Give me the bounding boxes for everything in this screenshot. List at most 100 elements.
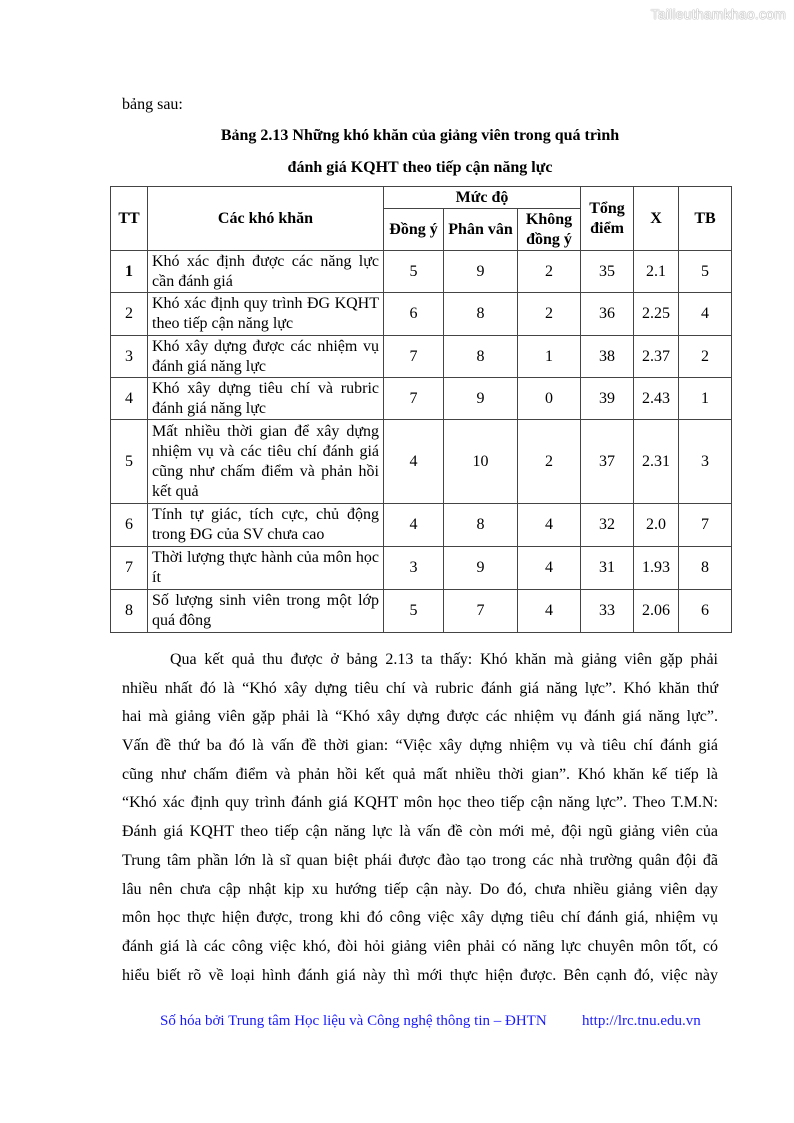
table-caption-line-1: Bảng 2.13 Những khó khăn của giảng viên …	[220, 127, 620, 144]
cell-tt: 2	[110, 292, 148, 336]
table-row: 4 Khó xây dựng tiêu chí và rubric đánh gi…	[110, 377, 733, 420]
header-total: Tổng điểm	[580, 186, 635, 251]
cell-agree: 5	[383, 589, 444, 633]
cell-total: 39	[580, 377, 635, 420]
cell-tt: 6	[110, 503, 148, 547]
cell-tb: 4	[678, 292, 733, 336]
cell-x: 2.25	[633, 292, 680, 336]
table-row: 1 Khó xác định được các năng lực cần đánh…	[110, 250, 733, 293]
paragraph-line: môn học thực hiện được, trong khi đó côn…	[122, 909, 718, 927]
header-agree: Đồng ý	[383, 208, 444, 251]
cell-agree: 7	[383, 377, 444, 420]
difficulties-table: TT Các khó khăn Mức độ Tổng điểm X TB Đồ…	[110, 186, 733, 633]
cell-x: 2.1	[633, 250, 680, 293]
cell-neutral: 8	[443, 503, 518, 547]
cell-total: 32	[580, 503, 635, 547]
cell-tb: 2	[678, 335, 733, 378]
cell-disagree: 0	[516, 377, 582, 420]
table-caption-line-2: đánh giá KQHT theo tiếp cận năng lực	[287, 159, 553, 176]
cell-difficulty: Khó xác định được các năng lực cần đánh …	[147, 250, 384, 293]
cell-agree: 4	[383, 503, 444, 547]
cell-x: 2.43	[633, 377, 680, 420]
cell-agree: 5	[383, 250, 444, 293]
paragraph-line: Trung tâm phần lớn là sĩ quan biệt phái …	[122, 851, 718, 869]
cell-difficulty: Khó xây dựng được các nhiệm vụ đánh giá …	[147, 335, 384, 378]
cell-tb: 8	[678, 546, 733, 590]
cell-tt: 3	[110, 335, 148, 378]
cell-difficulty: Khó xác định quy trình ĐG KQHT theo tiếp…	[147, 292, 384, 336]
cell-x: 2.0	[633, 503, 680, 547]
cell-x: 2.37	[633, 335, 680, 378]
cell-tb: 5	[678, 250, 733, 293]
header-neutral: Phân vân	[443, 208, 518, 251]
cell-neutral: 10	[443, 419, 518, 504]
cell-difficulty: Mất nhiều thời gian để xây dựng nhiệm vụ…	[147, 419, 384, 504]
body-paragraph: Qua kết quả thu được ở bảng 2.13 ta thấy…	[122, 646, 718, 990]
cell-tt: 5	[110, 419, 148, 504]
cell-difficulty: Tính tự giác, tích cực, chủ động trong Đ…	[147, 503, 384, 547]
table-row: 6 Tính tự giác, tích cực, chủ động trong …	[110, 503, 733, 547]
cell-difficulty: Khó xây dựng tiêu chí và rubric đánh giá…	[147, 377, 384, 420]
cell-tb: 6	[678, 589, 733, 633]
paragraph-line: “Khó xác định quy trình đánh giá KQHT mô…	[122, 794, 718, 812]
header-level: Mức độ	[382, 186, 582, 209]
cell-neutral: 8	[443, 335, 518, 378]
cell-tt: 8	[110, 589, 148, 633]
cell-disagree: 4	[516, 546, 582, 590]
cell-tt: 1	[110, 250, 148, 293]
paragraph-line: hai mà giảng viên gặp phải là “Khó xây d…	[122, 708, 718, 726]
cell-difficulty: Thời lượng thực hành của môn học ít	[147, 546, 384, 590]
cell-neutral: 9	[443, 250, 518, 293]
cell-tb: 7	[678, 503, 733, 547]
footer-link[interactable]: http://lrc.tnu.edu.vn	[582, 1013, 701, 1029]
cell-tt: 7	[110, 546, 148, 590]
cell-total: 38	[580, 335, 635, 378]
table-row: 8 Số lượng sinh viên trong một lớp quá đô…	[110, 589, 733, 633]
paragraph-line: hiểu biết rõ về loại hình đánh giá này t…	[122, 966, 718, 984]
cell-difficulty: Số lượng sinh viên trong một lớp quá đôn…	[147, 589, 384, 633]
paragraph-line: lâu nên chưa cập nhật kịp xu hướng tiếp …	[122, 880, 718, 898]
header-difficulty: Các khó khăn	[147, 186, 384, 251]
cell-neutral: 9	[443, 377, 518, 420]
header-tt: TT	[110, 186, 148, 251]
cell-x: 2.06	[633, 589, 680, 633]
cell-total: 31	[580, 546, 635, 590]
paragraph-line: cũng như chấm điểm và phản hồi kết quả m…	[122, 765, 718, 783]
table-row: 5 Mất nhiều thời gian để xây dựng nhiệm v…	[110, 419, 733, 504]
footer-text: Số hóa bởi Trung tâm Học liệu và Công ng…	[160, 1013, 547, 1029]
cell-disagree: 2	[516, 250, 582, 293]
cell-disagree: 1	[516, 335, 582, 378]
paragraph-line: đánh giá là các công việc khó, đòi hỏi g…	[122, 937, 718, 955]
cell-disagree: 2	[516, 292, 582, 336]
header-x: X	[633, 186, 680, 251]
cell-neutral: 9	[443, 546, 518, 590]
table-row: 2 Khó xác định quy trình ĐG KQHT theo tiế…	[110, 292, 733, 336]
cell-agree: 7	[383, 335, 444, 378]
paragraph-line: Qua kết quả thu được ở bảng 2.13 ta thấy…	[170, 651, 718, 668]
paragraph-line: nhiều nhất đó là “Khó xây dựng tiêu chí …	[122, 679, 718, 697]
table-row: 7 Thời lượng thực hành của môn học ít 3 9 4 3…	[110, 546, 733, 590]
cell-tb: 1	[678, 377, 733, 420]
cell-tb: 3	[678, 419, 733, 504]
cell-neutral: 7	[443, 589, 518, 633]
paragraph-line: Vấn đề thứ ba đó là vấn đề thời gian: “V…	[122, 737, 718, 755]
intro-text: bảng sau:	[122, 96, 183, 113]
cell-x: 1.93	[633, 546, 680, 590]
cell-agree: 4	[383, 419, 444, 504]
cell-total: 36	[580, 292, 635, 336]
cell-agree: 3	[383, 546, 444, 590]
cell-total: 35	[580, 250, 635, 293]
cell-x: 2.31	[633, 419, 680, 504]
cell-neutral: 8	[443, 292, 518, 336]
header-disagree: Không đồng ý	[516, 208, 582, 251]
cell-tt: 4	[110, 377, 148, 420]
header-tb: TB	[678, 186, 733, 251]
paragraph-line: Đánh giá KQHT theo tiếp cận năng lực là …	[122, 823, 718, 841]
cell-disagree: 4	[516, 503, 582, 547]
cell-total: 37	[580, 419, 635, 504]
cell-disagree: 4	[516, 589, 582, 633]
watermark: Tailieuthamkhao.com	[650, 6, 786, 22]
cell-total: 33	[580, 589, 635, 633]
cell-disagree: 2	[516, 419, 582, 504]
cell-agree: 6	[383, 292, 444, 336]
